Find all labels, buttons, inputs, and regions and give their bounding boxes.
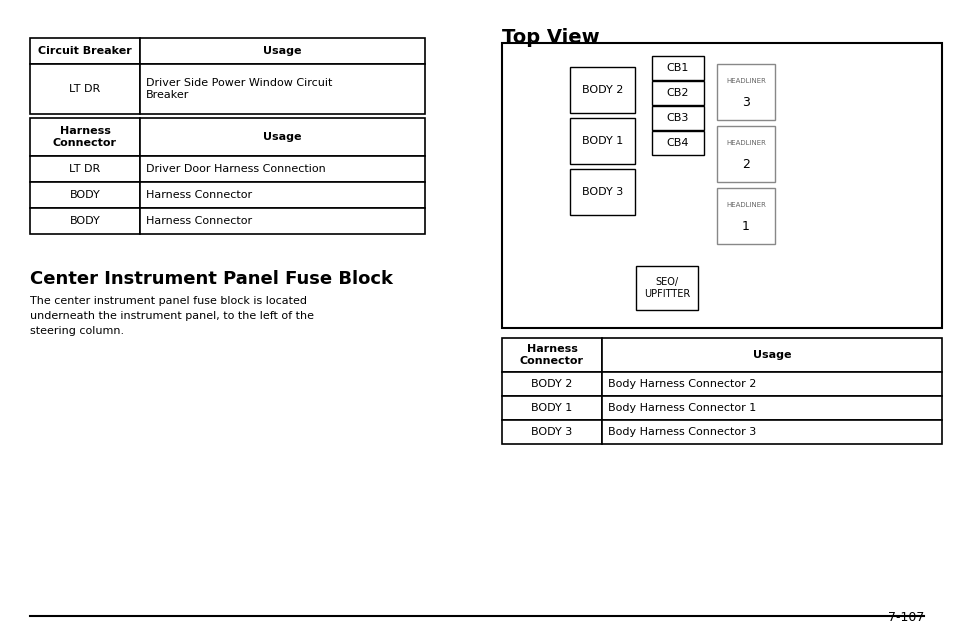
Bar: [569, 118, 635, 164]
Bar: [140, 38, 424, 64]
Bar: [569, 169, 635, 215]
Text: Circuit Breaker: Circuit Breaker: [38, 46, 132, 56]
Bar: [140, 64, 424, 114]
Text: HEADLINER: HEADLINER: [725, 202, 765, 208]
Bar: [601, 396, 941, 420]
Text: BODY 1: BODY 1: [531, 403, 572, 413]
Text: BODY: BODY: [70, 190, 100, 200]
Bar: [30, 208, 140, 234]
Text: 2: 2: [741, 158, 749, 170]
Text: BODY: BODY: [70, 216, 100, 226]
Text: Center Instrument Panel Fuse Block: Center Instrument Panel Fuse Block: [30, 270, 393, 288]
Bar: [140, 156, 424, 182]
Bar: [651, 106, 703, 130]
Bar: [30, 38, 140, 64]
Text: BODY 3: BODY 3: [581, 187, 622, 197]
Bar: [717, 126, 774, 182]
Bar: [501, 396, 601, 420]
Text: BODY 3: BODY 3: [531, 427, 572, 437]
Text: Usage: Usage: [752, 350, 790, 360]
Bar: [601, 420, 941, 444]
Text: Harness Connector: Harness Connector: [146, 190, 252, 200]
Bar: [30, 118, 140, 156]
Text: Usage: Usage: [263, 46, 301, 56]
Text: Driver Side Power Window Circuit
Breaker: Driver Side Power Window Circuit Breaker: [146, 78, 332, 100]
Text: Top View: Top View: [501, 28, 599, 47]
Text: The center instrument panel fuse block is located
underneath the instrument pane: The center instrument panel fuse block i…: [30, 296, 314, 336]
Text: Harness
Connector: Harness Connector: [53, 126, 117, 148]
Text: LT DR: LT DR: [70, 84, 100, 94]
Bar: [501, 338, 601, 372]
Text: SEO/
UPFITTER: SEO/ UPFITTER: [643, 277, 689, 299]
Text: Body Harness Connector 3: Body Harness Connector 3: [607, 427, 756, 437]
Bar: [30, 156, 140, 182]
Text: 3: 3: [741, 96, 749, 108]
Text: Usage: Usage: [263, 132, 301, 142]
Bar: [601, 372, 941, 396]
Bar: [569, 67, 635, 113]
Bar: [501, 372, 601, 396]
Text: 7-107: 7-107: [886, 611, 923, 624]
Bar: [717, 188, 774, 244]
Text: Driver Door Harness Connection: Driver Door Harness Connection: [146, 164, 325, 174]
Text: LT DR: LT DR: [70, 164, 100, 174]
Bar: [651, 56, 703, 80]
Bar: [30, 182, 140, 208]
Text: Harness Connector: Harness Connector: [146, 216, 252, 226]
Text: 1: 1: [741, 219, 749, 233]
Text: CB3: CB3: [666, 113, 688, 123]
Text: HEADLINER: HEADLINER: [725, 78, 765, 84]
Bar: [140, 208, 424, 234]
Text: BODY 2: BODY 2: [531, 379, 572, 389]
Bar: [717, 64, 774, 120]
Text: CB4: CB4: [666, 138, 688, 148]
Bar: [30, 64, 140, 114]
Text: Harness
Connector: Harness Connector: [519, 344, 583, 366]
Text: HEADLINER: HEADLINER: [725, 140, 765, 146]
Bar: [636, 266, 698, 310]
Text: BODY 2: BODY 2: [581, 85, 622, 95]
Text: BODY 1: BODY 1: [581, 136, 622, 146]
Bar: [501, 43, 941, 328]
Text: CB2: CB2: [666, 88, 688, 98]
Text: Body Harness Connector 1: Body Harness Connector 1: [607, 403, 756, 413]
Bar: [140, 182, 424, 208]
Text: CB1: CB1: [666, 63, 688, 73]
Bar: [651, 131, 703, 155]
Text: Body Harness Connector 2: Body Harness Connector 2: [607, 379, 756, 389]
Bar: [501, 420, 601, 444]
Bar: [651, 81, 703, 105]
Bar: [140, 118, 424, 156]
Bar: [601, 338, 941, 372]
